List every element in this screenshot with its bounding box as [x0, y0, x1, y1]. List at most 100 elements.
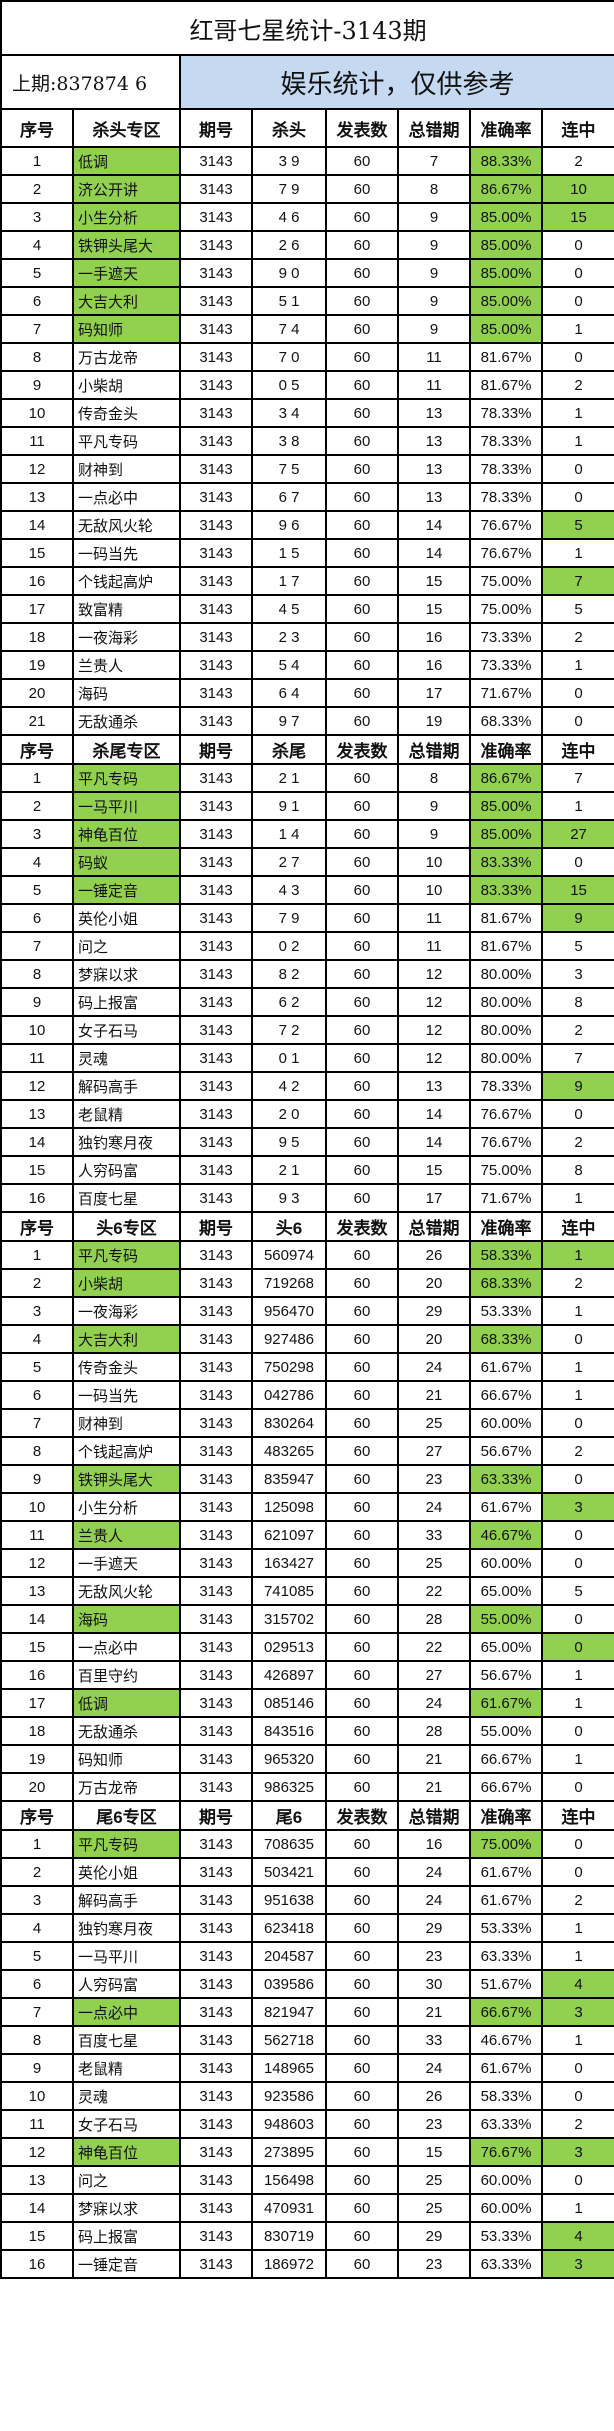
cell-value: 843516 — [251, 1716, 327, 1746]
table-row: 20 万古龙帝 3143 986325 60 21 66.67% 0 — [0, 1772, 614, 1802]
cell-value: 9 6 — [251, 510, 327, 540]
cell-streak: 1 — [540, 1913, 614, 1943]
cell-errors: 8 — [397, 763, 471, 793]
cell-period: 3143 — [179, 370, 253, 400]
cell-value: 9 7 — [251, 706, 327, 736]
cell-seq: 19 — [0, 650, 74, 680]
cell-streak: 3 — [540, 2137, 614, 2167]
column-header-errors: 总错期 — [397, 1800, 471, 1831]
table-row: 10 传奇金头 3143 3 4 60 13 78.33% 1 — [0, 398, 614, 428]
cell-rate: 61.67% — [469, 1352, 543, 1382]
cell-seq: 12 — [0, 2137, 74, 2167]
table-row: 9 小柴胡 3143 0 5 60 11 81.67% 2 — [0, 370, 614, 400]
cell-count: 60 — [325, 1464, 399, 1494]
cell-name: 一夜海彩 — [72, 1296, 181, 1326]
table-row: 16 一锤定音 3143 186972 60 23 63.33% 3 — [0, 2249, 614, 2279]
cell-count: 60 — [325, 931, 399, 961]
cell-count: 60 — [325, 1043, 399, 1073]
table-row: 1 平凡专码 3143 560974 60 26 58.33% 1 — [0, 1240, 614, 1270]
cell-period: 3143 — [179, 1240, 253, 1270]
cell-streak: 0 — [540, 1632, 614, 1662]
cell-rate: 83.33% — [469, 847, 543, 877]
cell-period: 3143 — [179, 594, 253, 624]
cell-streak: 1 — [540, 1183, 614, 1213]
cell-streak: 5 — [540, 931, 614, 961]
cell-count: 60 — [325, 2137, 399, 2167]
cell-value: 7 5 — [251, 454, 327, 484]
table-row: 14 梦寐以求 3143 470931 60 25 60.00% 1 — [0, 2193, 614, 2223]
column-header-name: 杀头专区 — [72, 108, 181, 148]
cell-seq: 1 — [0, 1829, 74, 1859]
cell-errors: 28 — [397, 1604, 471, 1634]
cell-seq: 2 — [0, 791, 74, 821]
cell-errors: 24 — [397, 1885, 471, 1915]
cell-period: 3143 — [179, 398, 253, 428]
cell-count: 60 — [325, 1408, 399, 1438]
cell-name: 小柴胡 — [72, 1268, 181, 1298]
cell-rate: 85.00% — [469, 819, 543, 849]
cell-period: 3143 — [179, 454, 253, 484]
column-header-name: 尾6专区 — [72, 1800, 181, 1831]
column-header-period: 期号 — [179, 1800, 253, 1831]
cell-seq: 6 — [0, 1969, 74, 1999]
cell-errors: 7 — [397, 146, 471, 176]
column-header-count: 发表数 — [325, 108, 399, 148]
table-row: 20 海码 3143 6 4 60 17 71.67% 0 — [0, 678, 614, 708]
cell-name: 无敌风火轮 — [72, 1576, 181, 1606]
cell-errors: 16 — [397, 650, 471, 680]
cell-value: 2 1 — [251, 1155, 327, 1185]
cell-streak: 2 — [540, 1127, 614, 1157]
cell-seq: 2 — [0, 1268, 74, 1298]
cell-errors: 15 — [397, 566, 471, 596]
cell-period: 3143 — [179, 258, 253, 288]
cell-count: 60 — [325, 314, 399, 344]
cell-period: 3143 — [179, 1744, 253, 1774]
cell-seq: 5 — [0, 1941, 74, 1971]
cell-count: 60 — [325, 482, 399, 512]
cell-name: 问之 — [72, 931, 181, 961]
cell-value: 6 4 — [251, 678, 327, 708]
cell-period: 3143 — [179, 1716, 253, 1746]
table-row: 11 女子石马 3143 948603 60 23 63.33% 2 — [0, 2109, 614, 2139]
cell-streak: 2 — [540, 1015, 614, 1045]
cell-period: 3143 — [179, 146, 253, 176]
cell-name: 女子石马 — [72, 1015, 181, 1045]
cell-period: 3143 — [179, 314, 253, 344]
cell-rate: 60.00% — [469, 2165, 543, 2195]
cell-value: 3 9 — [251, 146, 327, 176]
cell-value: 830719 — [251, 2221, 327, 2251]
table-row: 6 大吉大利 3143 5 1 60 9 85.00% 0 — [0, 286, 614, 316]
cell-count: 60 — [325, 1015, 399, 1045]
cell-errors: 28 — [397, 1716, 471, 1746]
cell-rate: 68.33% — [469, 1268, 543, 1298]
cell-streak: 1 — [540, 1744, 614, 1774]
cell-rate: 76.67% — [469, 1127, 543, 1157]
cell-errors: 25 — [397, 1548, 471, 1578]
cell-streak: 10 — [540, 174, 614, 204]
cell-name: 一手遮天 — [72, 258, 181, 288]
cell-streak: 0 — [540, 482, 614, 512]
cell-count: 60 — [325, 1885, 399, 1915]
cell-rate: 55.00% — [469, 1604, 543, 1634]
cell-name: 一码当先 — [72, 1380, 181, 1410]
cell-count: 60 — [325, 650, 399, 680]
cell-seq: 4 — [0, 1913, 74, 1943]
cell-period: 3143 — [179, 2137, 253, 2167]
table-row: 4 码蚁 3143 2 7 60 10 83.33% 0 — [0, 847, 614, 877]
column-header-value: 杀尾 — [251, 734, 327, 765]
cell-errors: 14 — [397, 1099, 471, 1129]
cell-rate: 63.33% — [469, 2249, 543, 2279]
cell-streak: 1 — [540, 314, 614, 344]
cell-count: 60 — [325, 2109, 399, 2139]
cell-streak: 2 — [540, 2109, 614, 2139]
table-row: 9 铁钾头尾大 3143 835947 60 23 63.33% 0 — [0, 1464, 614, 1494]
cell-period: 3143 — [179, 2249, 253, 2279]
column-header-errors: 总错期 — [397, 108, 471, 148]
cell-period: 3143 — [179, 931, 253, 961]
cell-period: 3143 — [179, 1520, 253, 1550]
cell-streak: 1 — [540, 426, 614, 456]
cell-value: 470931 — [251, 2193, 327, 2223]
cell-errors: 15 — [397, 594, 471, 624]
cell-errors: 24 — [397, 1492, 471, 1522]
cell-seq: 14 — [0, 1604, 74, 1634]
